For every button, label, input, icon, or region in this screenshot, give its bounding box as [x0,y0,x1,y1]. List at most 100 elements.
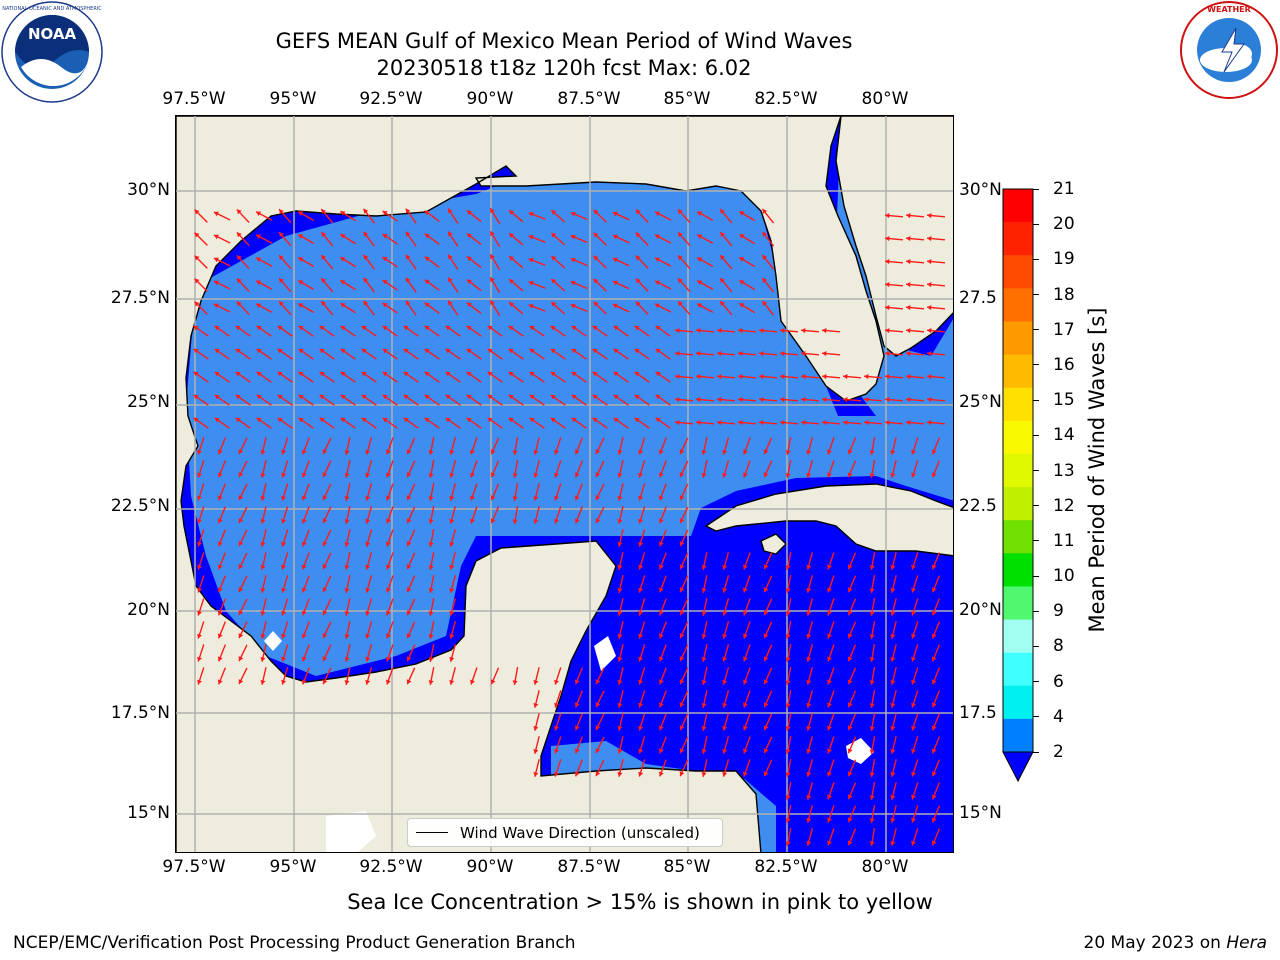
wind-wave-arrow [884,282,904,288]
wind-wave-arrow [238,667,248,685]
wind-wave-arrow [529,348,545,360]
wind-wave-arrow [406,552,416,570]
wind-wave-arrow [449,437,457,455]
wind-wave-arrow [217,575,227,593]
wind-wave-arrow [322,575,332,593]
wind-wave-arrow [679,460,689,478]
wind-wave-arrow [385,506,394,524]
lat-left-label: 22.5°N [110,496,170,516]
wind-wave-arrow [890,575,897,593]
wind-wave-arrow [617,437,624,455]
wind-wave-arrow [344,575,351,593]
colorbar-tick-label: 19 [1053,249,1075,270]
wind-wave-arrow [512,506,519,524]
wind-wave-arrow [235,417,251,429]
wind-wave-arrow [344,552,351,570]
wind-wave-arrow [779,397,799,403]
wind-wave-arrow [738,302,756,314]
wind-wave-arrow [550,278,566,292]
wind-wave-arrow [487,417,503,429]
colorbar-tick [1033,364,1039,366]
wind-wave-arrow [722,690,730,708]
lat-right-label: 15°N [959,803,1002,823]
wind-wave-arrow [236,231,250,247]
wind-wave-arrow [570,257,588,267]
wind-wave-arrow [613,417,629,429]
wind-wave-arrow [508,232,524,246]
wind-wave-arrow [320,231,334,247]
wind-wave-arrow [554,736,562,754]
wind-wave-arrow [278,277,292,293]
wind-wave-arrow [260,460,267,478]
wind-wave-arrow [763,759,773,777]
wind-wave-arrow [679,575,689,593]
wind-wave-arrow [847,736,857,754]
wind-wave-arrow [554,506,562,524]
wind-wave-arrow [612,211,630,221]
wind-wave-arrow [322,506,332,524]
wind-wave-arrow [592,325,608,337]
wind-wave-arrow [571,417,587,429]
wind-wave-arrow [638,575,646,593]
wind-wave-arrow [320,277,334,293]
wind-wave-arrow [403,417,419,429]
wind-wave-arrow [931,713,941,731]
lon-top-label: 87.5°W [557,89,621,109]
wind-wave-arrow [890,736,897,754]
wind-wave-arrow [424,348,440,360]
wind-wave-arrow [742,621,751,639]
wind-wave-arrow [617,621,624,639]
wind-wave-arrow [911,713,919,731]
wind-wave-arrow [406,598,416,616]
wind-wave-arrow [424,256,440,268]
colorbar-tick-label: 8 [1053,636,1064,657]
wind-wave-arrow [674,374,694,380]
wind-wave-arrow [890,782,897,800]
wind-wave-arrow [758,374,778,380]
colorbar-tick [1033,751,1039,753]
wind-wave-arrow [508,301,524,315]
lon-bottom-label: 82.5°W [754,857,818,877]
colorbar-tick-label: 17 [1053,319,1075,340]
wind-wave-arrow [821,374,841,380]
wind-wave-arrow [638,552,646,570]
wind-wave-arrow [638,644,646,662]
wind-wave-arrow [363,231,375,247]
wind-wave-arrow [635,278,649,292]
wind-wave-arrow [827,575,835,593]
wind-wave-arrow [911,782,919,800]
wind-wave-arrow [722,598,730,616]
wind-wave-arrow [403,394,419,406]
wind-wave-arrow [490,483,500,501]
colorbar-tick [1033,329,1039,331]
wind-wave-arrow [911,690,919,708]
wind-wave-arrow [260,575,267,593]
wind-wave-arrow [281,460,289,478]
wind-wave-arrow [738,210,756,222]
wind-wave-arrow [470,506,478,524]
colorbar-segment [1003,685,1033,720]
colorbar-tick [1033,399,1039,401]
wind-wave-arrow [277,417,293,429]
wind-wave-arrow [763,690,773,708]
wind-wave-arrow [635,209,649,223]
wind-wave-arrow [365,644,373,662]
wind-wave-arrow [638,506,646,524]
wind-wave-arrow [911,460,919,478]
wind-wave-arrow [763,713,773,731]
wind-wave-arrow [785,644,792,662]
wind-wave-arrow [905,213,925,219]
footer-host: Hera [1226,933,1267,953]
wind-wave-arrow [758,351,778,357]
wind-wave-arrow [512,483,519,501]
wind-wave-arrow [695,328,715,334]
wind-wave-arrow [617,483,624,501]
lon-top-label: 92.5°W [359,89,423,109]
wind-wave-arrow [406,644,416,662]
lon-top-label: 90°W [466,89,514,109]
wind-wave-arrow [695,351,715,357]
wind-wave-arrow [301,483,310,501]
wind-wave-arrow [674,328,694,334]
wind-wave-arrow [490,506,500,524]
wind-wave-arrow [595,667,605,685]
